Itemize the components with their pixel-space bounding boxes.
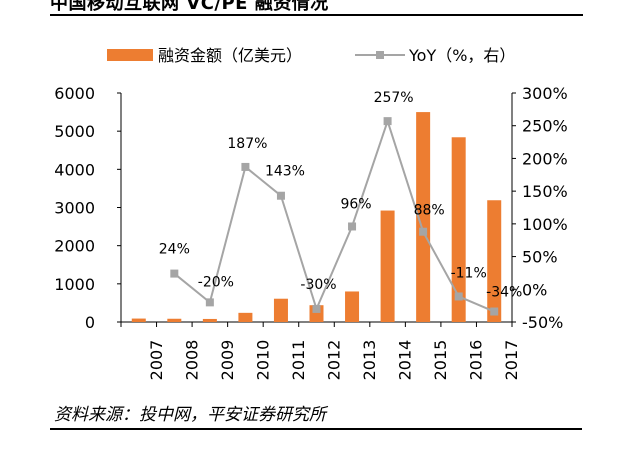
x-tick-label: 2007 <box>147 340 166 381</box>
yoy-data-label: -30% <box>300 277 336 293</box>
x-tick-label: 2014 <box>396 340 415 381</box>
legend-line-label: YoY（%，右） <box>408 46 515 65</box>
x-tick-label: 2010 <box>253 340 272 381</box>
bar <box>416 112 431 322</box>
yoy-marker <box>170 269 179 278</box>
legend-line-marker <box>376 51 384 59</box>
y-tick-label-right: 250% <box>522 117 568 136</box>
yoy-data-label: -34% <box>486 285 522 301</box>
yoy-marker <box>454 292 463 301</box>
yoy-data-label: -20% <box>198 274 234 290</box>
yoy-marker <box>348 222 357 231</box>
yoy-marker <box>205 298 214 307</box>
bar <box>273 298 288 322</box>
bar <box>487 200 502 322</box>
y-tick-label-right: 50% <box>522 248 558 267</box>
yoy-data-label: 24% <box>159 242 190 258</box>
y-tick-label-right: -50% <box>522 313 563 332</box>
x-tick-label: 2013 <box>360 340 379 381</box>
chart-title: 中国移动互联网 VC/PE 融资情况 <box>50 0 329 14</box>
yoy-marker <box>312 304 321 313</box>
legend-bar-swatch <box>107 49 153 61</box>
bar <box>167 318 182 322</box>
chart-canvas: 融资金额（亿美元） YoY（%，右） 0 1000 2000 3000 4000 5000 60… <box>54 46 568 381</box>
x-tick-label: 2009 <box>218 340 237 381</box>
y-tick-label-left: 4000 <box>54 160 95 179</box>
yoy-line <box>173 117 495 313</box>
bottom-divider <box>50 428 582 430</box>
y-tick-label-right: 100% <box>522 215 568 234</box>
y-tick-label-left: 2000 <box>54 237 95 256</box>
yoy-data-label: 88% <box>414 203 445 219</box>
yoy-data-label: 187% <box>227 136 267 152</box>
y-tick-label-left: 0 <box>85 313 95 332</box>
bar <box>380 210 395 322</box>
yoy-marker <box>241 162 250 171</box>
yoy-marker <box>490 307 499 316</box>
bar <box>238 312 253 322</box>
yoy-data-label: 96% <box>340 196 371 212</box>
yoy-data-label: -11% <box>451 265 487 281</box>
y-tick-label-right: 150% <box>522 182 568 201</box>
x-tick-label: 2011 <box>289 340 308 381</box>
y-tick-label-right: 300% <box>522 84 568 103</box>
yoy-marker <box>383 117 392 126</box>
bar <box>451 137 466 322</box>
top-divider <box>50 14 583 16</box>
y-tick-label-left: 6000 <box>54 84 95 103</box>
bar <box>345 291 360 322</box>
y-tick-label-left: 3000 <box>54 199 95 218</box>
y-tick-label-left: 5000 <box>54 122 95 141</box>
y-tick-label-left: 1000 <box>54 275 95 294</box>
yoy-data-label: 143% <box>265 164 305 180</box>
x-tick-label: 2017 <box>502 340 521 381</box>
y-tick-label-right: 0% <box>522 280 547 299</box>
yoy-marker <box>419 227 428 236</box>
y-tick-label-right: 200% <box>522 149 568 168</box>
x-tick-label: 2008 <box>182 340 201 381</box>
x-tick-label: 2012 <box>325 340 344 381</box>
x-tick-label: 2015 <box>431 340 450 381</box>
bar <box>131 318 146 322</box>
source-note: 资料来源：投中网，平安证券研究所 <box>54 405 326 425</box>
legend-bar-label: 融资金额（亿美元） <box>158 46 302 65</box>
bar <box>202 318 217 322</box>
yoy-data-label: 257% <box>374 90 414 106</box>
yoy-marker <box>276 191 285 200</box>
x-tick-label: 2016 <box>467 340 486 381</box>
